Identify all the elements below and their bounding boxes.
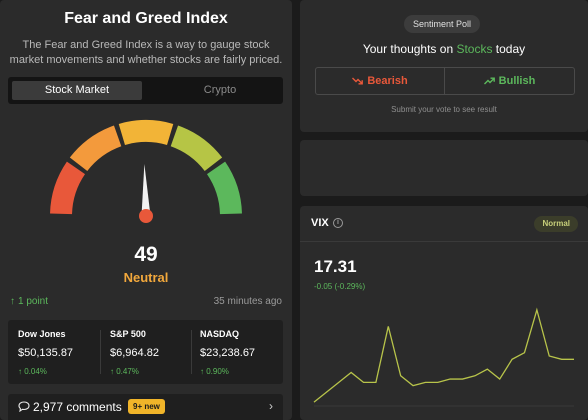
- index-name: NASDAQ: [200, 329, 240, 339]
- index-change: ↑ 0.90%: [200, 367, 229, 376]
- divider: [191, 330, 192, 374]
- index-value: $50,135.87: [18, 347, 74, 359]
- poll-question: Your thoughts on Stocks today: [362, 42, 526, 56]
- tab-crypto[interactable]: Crypto: [203, 84, 237, 96]
- index-name: Dow Jones: [18, 329, 66, 339]
- comments-count: 2,977 comments: [33, 400, 122, 414]
- fear-greed-score: 49: [134, 243, 158, 266]
- bearish-button[interactable]: Bearish: [316, 68, 445, 94]
- sentiment-poll-panel: Sentiment Poll Your thoughts on Stocks t…: [300, 0, 588, 132]
- poll-asset-link[interactable]: Stocks: [456, 42, 493, 56]
- gauge-segment: [50, 161, 86, 215]
- comments-button[interactable]: 2,977 comments 9+ new ›: [8, 394, 283, 420]
- vix-series-line: [313, 307, 574, 403]
- vix-header: VIX i Normal: [300, 206, 588, 242]
- vix-status-badge: Normal: [534, 216, 578, 232]
- index-value: $23,238.67: [200, 347, 256, 359]
- fear-greed-description: The Fear and Greed Index is a way to gau…: [9, 39, 283, 66]
- score-change-value: 1 point: [18, 296, 49, 307]
- fear-greed-gauge: [50, 120, 242, 223]
- last-updated: 35 minutes ago: [213, 296, 282, 307]
- gauge-needle: [141, 164, 151, 217]
- new-comments-badge: 9+ new: [128, 399, 165, 414]
- arrow-up-icon: ↑: [110, 367, 117, 376]
- vix-panel: VIX i Normal 17.31 -0.05 (-0.29%): [300, 206, 588, 420]
- vix-line-chart: [313, 307, 575, 407]
- fear-greed-rating: Neutral: [123, 270, 169, 285]
- vix-change: -0.05 (-0.29%): [314, 282, 366, 291]
- gauge-segment: [170, 125, 223, 172]
- index-nasdaq[interactable]: NASDAQ $23,238.67 ↑ 0.90%: [200, 329, 288, 376]
- gauge-segment: [118, 120, 174, 146]
- fear-greed-panel: Fear and Greed Index The Fear and Greed …: [0, 0, 292, 420]
- arrow-up-icon: ↑: [18, 367, 25, 376]
- score-change: ↑ 1 point: [10, 296, 48, 307]
- vix-value: 17.31: [314, 257, 357, 276]
- comment-bubble-icon: [18, 401, 30, 412]
- chevron-right-icon: ›: [269, 399, 273, 413]
- sentiment-poll-tag: Sentiment Poll: [404, 15, 481, 33]
- info-icon[interactable]: i: [333, 218, 343, 228]
- trend-up-icon: [483, 77, 495, 85]
- market-indices: Dow Jones $50,135.87 ↑ 0.04% S&P 500 $6,…: [8, 320, 283, 384]
- arrow-up-icon: ↑: [200, 367, 207, 376]
- fear-greed-title: Fear and Greed Index: [64, 10, 228, 27]
- gauge-needle-hub: [139, 209, 153, 223]
- divider: [100, 330, 101, 374]
- index-change: ↑ 0.47%: [110, 367, 139, 376]
- poll-hint: Submit your vote to see result: [391, 105, 497, 114]
- vix-title: VIX: [311, 217, 329, 229]
- arrow-up-icon: ↑: [10, 296, 15, 307]
- index-name: S&P 500: [110, 329, 146, 339]
- index-sp500[interactable]: S&P 500 $6,964.82 ↑ 0.47%: [110, 329, 198, 376]
- gauge-segment: [206, 161, 242, 215]
- market-toggle: Stock Market Crypto: [8, 77, 283, 104]
- index-dow-jones[interactable]: Dow Jones $50,135.87 ↑ 0.04%: [18, 329, 106, 376]
- vote-buttons: Bearish Bullish: [315, 67, 575, 95]
- bullish-button[interactable]: Bullish: [445, 68, 574, 94]
- trend-down-icon: [352, 77, 364, 85]
- tab-stock-market[interactable]: Stock Market: [12, 81, 142, 100]
- index-value: $6,964.82: [110, 347, 159, 359]
- index-change: ↑ 0.04%: [18, 367, 47, 376]
- gauge-segment: [69, 125, 122, 172]
- empty-panel: [300, 140, 588, 196]
